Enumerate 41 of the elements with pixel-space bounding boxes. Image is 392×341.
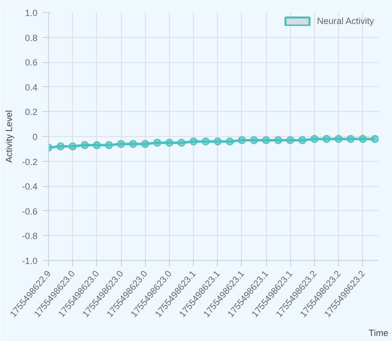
point	[56, 142, 65, 150]
point	[322, 134, 331, 143]
point	[370, 134, 378, 143]
x-axis-title: Time	[368, 328, 388, 338]
y-tick-label: 1.0	[24, 8, 38, 18]
point	[226, 137, 234, 146]
point	[298, 136, 306, 144]
point	[153, 138, 162, 147]
y-axis-title: Activity Level	[4, 110, 14, 163]
point	[80, 141, 89, 150]
point	[334, 134, 343, 143]
point	[165, 138, 174, 147]
point	[117, 140, 126, 148]
point	[92, 141, 101, 150]
y-tick-label: -0.2	[22, 156, 38, 167]
point	[274, 136, 282, 144]
point	[129, 140, 138, 148]
point	[286, 136, 294, 144]
y-tick-label: 0.8	[24, 32, 38, 43]
point	[238, 136, 246, 144]
y-tick-label: -1.0	[22, 256, 38, 266]
point	[250, 136, 258, 144]
y-tick-label: -0.6	[22, 206, 38, 216]
y-tick-label: 0.6	[24, 58, 38, 68]
point	[141, 140, 150, 148]
point	[310, 134, 318, 143]
point	[262, 136, 270, 144]
point	[214, 137, 222, 146]
point	[190, 137, 198, 146]
y-tick-label: -0.4	[22, 182, 38, 192]
point	[104, 141, 113, 150]
point	[358, 134, 367, 143]
point	[346, 134, 355, 143]
point	[202, 137, 210, 146]
point	[177, 138, 186, 147]
point	[68, 142, 77, 150]
legend-label: Neural Activity	[316, 16, 374, 26]
y-tick-label: 0.4	[24, 82, 38, 92]
y-tick-label: 0.2	[24, 107, 38, 118]
y-tick-label: -0.8	[22, 231, 38, 242]
y-tick-label: 0	[32, 132, 38, 142]
